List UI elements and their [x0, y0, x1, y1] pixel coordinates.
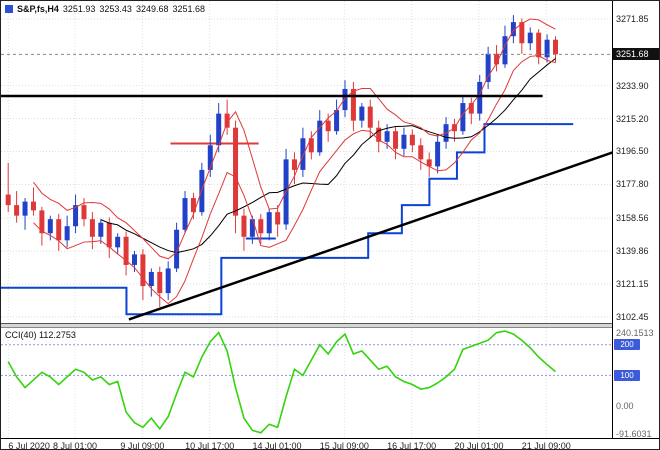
price-axis-label: 3158.56 — [616, 213, 649, 224]
quote-open: 3251.93 — [62, 4, 96, 14]
time-axis-label: 10 Jul 17:00 — [185, 441, 235, 450]
time-axis-label: 16 Jul 17:00 — [387, 441, 437, 450]
price-axis-label: 3196.50 — [616, 146, 649, 157]
cci-svg[interactable] — [1, 328, 613, 438]
cci-indicator-pane[interactable]: CCI(40) 112.2753 — [1, 328, 613, 438]
time-axis-label: 9 Jul 09:00 — [120, 441, 165, 450]
price-axis-label: 3271.85 — [616, 13, 649, 24]
quote-high: 3253.43 — [99, 4, 132, 14]
cci-level-badge: 100 — [614, 369, 640, 381]
price-axis-label: 3233.90 — [616, 80, 649, 91]
cci-scale-label: 0.00 — [616, 400, 634, 411]
chart-symbol-timeframe: S&P,fs,H4 — [17, 4, 59, 14]
time-axis-label: 15 Jul 09:00 — [319, 441, 369, 450]
price-axis-label: 3139.86 — [616, 246, 649, 257]
chart-icon — [5, 5, 13, 13]
time-axis[interactable]: 6 Jul 2020 8 Jul 01:00 9 Jul 09:00 10 Jul 1… — [1, 438, 659, 450]
main-chart-pane[interactable]: S&P,fs,H4 3251.93 3253.43 3249.68 3251.6… — [1, 1, 613, 323]
time-axis-label: 8 Jul 01:00 — [53, 441, 98, 450]
price-axis-label: 3102.45 — [616, 311, 649, 322]
time-axis-label: 6 Jul 2020 — [8, 441, 50, 450]
pane-splitter[interactable] — [1, 323, 613, 328]
cci-level-badge: 200 — [614, 339, 640, 351]
price-axis[interactable]: 3271.85 3233.90 3215.20 3196.50 3177.80 3158.… — [612, 1, 659, 439]
cci-scale-label: 240.1513 — [616, 327, 654, 338]
time-axis-label: 14 Jul 01:00 — [252, 441, 302, 450]
quote-close: 3251.68 — [172, 4, 206, 14]
time-axis-label: 21 Jul 09:00 — [521, 441, 571, 450]
quote-low: 3249.68 — [135, 4, 169, 14]
cci-indicator-label: CCI(40) 112.2753 — [5, 330, 76, 340]
time-axis-label: 20 Jul 01:00 — [454, 441, 504, 450]
price-axis-label: 3121.15 — [616, 279, 649, 290]
main-chart-svg[interactable] — [1, 1, 613, 323]
price-axis-label: 3177.80 — [616, 179, 649, 190]
cci-scale-label: -91.6031 — [616, 428, 652, 439]
current-price-box: 3251.68 — [613, 48, 659, 61]
chart-header: S&P,fs,H4 3251.93 3253.43 3249.68 3251.6… — [5, 4, 205, 14]
price-axis-label: 3215.20 — [616, 113, 649, 124]
